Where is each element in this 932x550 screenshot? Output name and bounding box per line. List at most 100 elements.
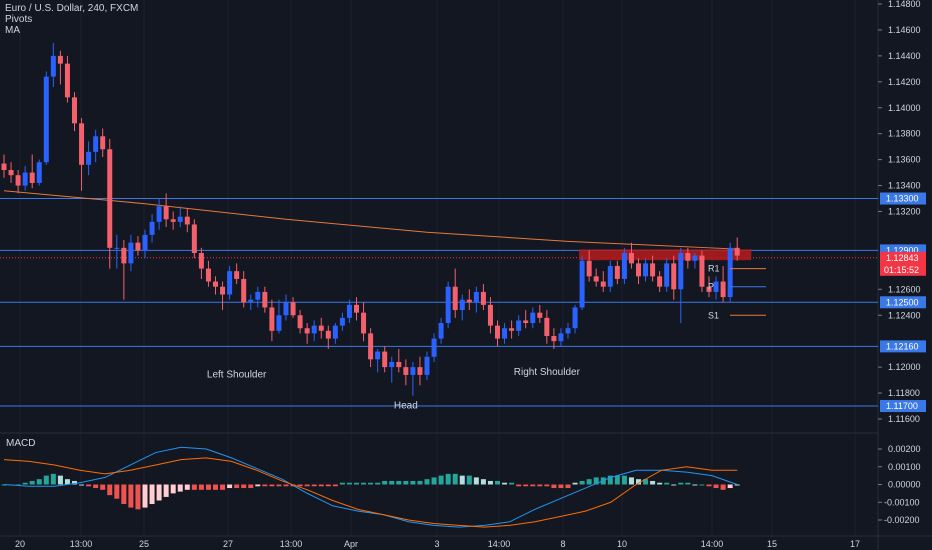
annotations: Left Shoulder Head Right Shoulder xyxy=(207,367,581,412)
time-tick-label: 13:00 xyxy=(70,539,93,549)
candle-body xyxy=(100,136,106,150)
candle xyxy=(325,325,331,349)
macd-histogram-bar xyxy=(509,482,515,485)
candle xyxy=(339,312,345,331)
macd-histogram-bar xyxy=(459,475,465,485)
candle-body xyxy=(227,271,233,295)
candle xyxy=(72,92,77,132)
candle-body xyxy=(438,323,444,339)
candle xyxy=(22,166,28,191)
candle-body xyxy=(516,320,522,331)
macd-histogram-bar xyxy=(727,484,733,489)
macd-histogram-bar xyxy=(368,482,374,485)
time-tick-label: 10 xyxy=(617,539,627,549)
candle xyxy=(43,71,49,165)
candle-body xyxy=(544,317,550,336)
macd-histogram-bar xyxy=(107,484,113,496)
candle-body xyxy=(346,304,352,318)
candle xyxy=(290,297,296,318)
candle-body xyxy=(50,55,56,77)
candle-body xyxy=(480,291,486,305)
horizontal-levels[interactable] xyxy=(0,198,878,407)
symbol-title[interactable]: Euro / U.S. Dollar, 240, FXCM xyxy=(5,3,139,14)
candle-body xyxy=(692,255,698,261)
macd-histogram-bar xyxy=(135,484,141,510)
time-axis[interactable]: 20 13:00 25 27 13:00 Apr 3 14:00 8 10 14:00 15 17 xyxy=(15,539,860,549)
candle-body xyxy=(396,361,402,368)
candle xyxy=(523,310,529,329)
candle xyxy=(177,206,183,228)
candle-body xyxy=(473,291,479,303)
pivot-levels: R1 P S1 xyxy=(708,264,766,320)
macd-histogram-bar xyxy=(734,484,740,486)
candle xyxy=(565,323,571,339)
candle xyxy=(205,260,211,287)
current-price-tag xyxy=(880,251,926,276)
candle-body xyxy=(657,276,663,287)
macd-histogram-bar xyxy=(262,484,268,487)
macd-histogram-bar xyxy=(410,480,416,485)
time-tick-label: 17 xyxy=(850,539,860,549)
candle-body xyxy=(128,242,134,264)
candle-body xyxy=(445,286,451,324)
macd-histogram-bar xyxy=(64,479,70,485)
candle-body xyxy=(509,328,515,331)
macd-histogram-bar xyxy=(558,484,564,489)
pattern-annotation: Left Shoulder xyxy=(207,370,267,381)
candle-body xyxy=(361,312,367,334)
macd-indicator-label[interactable]: MACD xyxy=(6,438,36,449)
ma-indicator-label[interactable]: MA xyxy=(5,25,20,36)
macd-histogram-bar xyxy=(643,479,649,485)
candle-body xyxy=(177,216,183,222)
macd-histogram-bar xyxy=(43,475,49,485)
macd-tick-label: -0.00100 xyxy=(884,497,920,507)
time-tick-label: 13:00 xyxy=(280,539,303,549)
macd-histogram-bar xyxy=(57,475,63,485)
price-axis[interactable]: 1.14800 1.14600 1.14400 1.14200 1.14000 1.138… xyxy=(878,0,926,525)
candle xyxy=(128,234,134,272)
candle xyxy=(15,170,21,194)
candle-body xyxy=(64,63,70,98)
candle xyxy=(361,302,367,342)
macd-histogram-bar xyxy=(452,473,458,485)
macd-histogram-bar xyxy=(636,479,641,485)
candle-body xyxy=(269,307,275,331)
candle-body xyxy=(142,234,148,251)
macd-histogram-bar xyxy=(530,484,536,487)
macd-histogram-bar xyxy=(50,473,56,485)
macd-histogram-bar xyxy=(678,482,684,485)
candle xyxy=(586,250,592,282)
candle-body xyxy=(86,151,92,165)
macd-histogram-bar xyxy=(664,482,670,485)
macd-histogram-bar xyxy=(720,484,726,490)
price-tick-label: 1.14600 xyxy=(888,25,921,35)
candle-body xyxy=(72,97,77,124)
candle xyxy=(375,348,381,373)
macd-tick-label: -0.00200 xyxy=(884,515,920,525)
candle xyxy=(445,281,451,329)
candle xyxy=(551,328,557,349)
macd-histogram-bar xyxy=(198,484,204,490)
candle xyxy=(614,260,620,285)
macd-histogram-bar xyxy=(297,484,303,487)
candle xyxy=(509,320,515,339)
macd-histogram-bar xyxy=(466,475,472,485)
macd-histogram-bar xyxy=(614,475,620,485)
macd-histogram-bar xyxy=(445,473,451,485)
candle xyxy=(600,271,606,292)
macd-histogram-bar xyxy=(213,484,218,490)
macd-tick-label: 0.00100 xyxy=(888,462,921,472)
current-price-label: 1.12843 xyxy=(886,253,919,263)
time-tick-label: 15 xyxy=(767,539,777,549)
candle-body xyxy=(241,278,247,303)
candle xyxy=(459,294,465,321)
candle-body xyxy=(389,361,395,368)
candle xyxy=(276,299,282,334)
candle xyxy=(530,307,536,329)
candle-body xyxy=(558,333,564,342)
candle xyxy=(332,323,338,344)
candle-body xyxy=(417,367,423,375)
candle-body xyxy=(607,265,613,287)
pivots-indicator-label[interactable]: Pivots xyxy=(5,14,33,25)
